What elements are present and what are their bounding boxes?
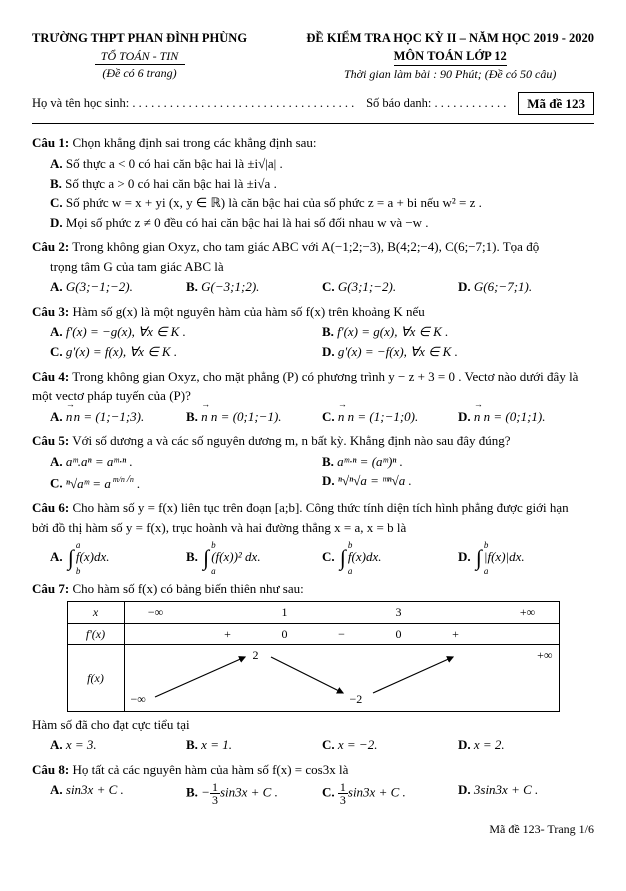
q5-opt-a: A. aᵐ.aⁿ = aᵐ·ⁿ .	[50, 452, 322, 472]
student-name-field: Họ và tên học sinh: . . . . . . . . . . …	[32, 95, 354, 112]
question-8: Câu 8: Họ tất cả các nguyên hàm của hàm …	[32, 761, 594, 779]
divider	[32, 123, 594, 124]
page-header: TRƯỜNG THPT PHAN ĐÌNH PHÙNG TỔ TOÁN - TI…	[32, 30, 594, 82]
question-3: Câu 3: Hàm số g(x) là một nguyên hàm của…	[32, 303, 594, 321]
variation-arrows	[125, 645, 475, 707]
q5-opt-b: B. aᵐ·ⁿ = (aᵐ)ⁿ .	[322, 452, 594, 472]
q6-opt-c: C. ∫baf(x)dx.	[322, 542, 458, 574]
q7-opt-c: C. x = −2.	[322, 735, 458, 755]
q8-opt-d: D. 3sin3x + C .	[458, 780, 594, 807]
q7-opt-a: A. x = 3.	[50, 735, 186, 755]
q6-opt-d: D. ∫ba|f(x)|dx.	[458, 542, 594, 574]
q8-opt-b: B. −13sin3x + C .	[186, 780, 322, 807]
q7-opt-b: B. x = 1.	[186, 735, 322, 755]
q2-opt-d: D. G(6;−7;1).	[458, 277, 594, 297]
q6-opt-a: A. ∫abf(x)dx.	[50, 542, 186, 574]
q1-options: A. Số thực a < 0 có hai căn bậc hai là ±…	[50, 154, 594, 232]
q1-opt-a: A. Số thực a < 0 có hai căn bậc hai là ±…	[50, 154, 594, 174]
q4-stem1: Trong không gian Oxyz, cho mặt phẳng (P)…	[72, 369, 578, 384]
q3-opt-d: D. g'(x) = −f(x), ∀x ∈ K .	[322, 342, 594, 362]
q5-options: A. aᵐ.aⁿ = aᵐ·ⁿ . B. aᵐ·ⁿ = (aᵐ)ⁿ . C. ⁿ…	[50, 452, 594, 493]
q6-options: A. ∫abf(x)dx. B. ∫ba(f(x))² dx. C. ∫baf(…	[50, 542, 594, 574]
q4-options: A. n n = (1;−1;3). B. n n = (0;1;−1). C.…	[50, 407, 594, 427]
q3-opt-c: C. g'(x) = f(x), ∀x ∈ K .	[50, 342, 322, 362]
student-id-field: Số báo danh: . . . . . . . . . . . .	[366, 95, 506, 112]
subject-title: MÔN TOÁN LỚP 12	[394, 48, 507, 66]
duration-note: Thời gian làm bài : 90 Phút; (Đề có 50 c…	[306, 66, 594, 82]
exam-code-box: Mã đề 123	[518, 92, 594, 116]
q4-opt-d: D. n n = (0;1;1).	[458, 407, 594, 427]
q3-opt-b: B. f'(x) = g(x), ∀x ∈ K .	[322, 322, 594, 342]
question-2: Câu 2: Trong không gian Oxyz, cho tam gi…	[32, 238, 594, 256]
q7-stem: Cho hàm số f(x) có bảng biến thiên như s…	[72, 581, 303, 596]
q2-stem1: Trong không gian Oxyz, cho tam giác ABC …	[72, 239, 539, 254]
q3-stem: Hàm số g(x) là một nguyên hàm của hàm số…	[72, 304, 424, 319]
variation-table: x −∞ 1 3 +∞ f'(x) + 0 − 0 + f(x) −∞ 2 −2…	[67, 601, 560, 711]
question-7: Câu 7: Cho hàm số f(x) có bảng biến thiê…	[32, 580, 594, 598]
q6-opt-b: B. ∫ba(f(x))² dx.	[186, 542, 322, 574]
q7-options: A. x = 3. B. x = 1. C. x = −2. D. x = 2.	[50, 735, 594, 755]
q2-opt-b: B. G(−3;1;2).	[186, 277, 322, 297]
q8-options: A. sin3x + C . B. −13sin3x + C . C. 13si…	[50, 780, 594, 807]
school-name: TRƯỜNG THPT PHAN ĐÌNH PHÙNG	[32, 30, 247, 47]
q2-opt-c: C. G(3;1;−2).	[322, 277, 458, 297]
page-footer: Mã đề 123- Trang 1/6	[32, 821, 594, 837]
q8-opt-c: C. 13sin3x + C .	[322, 780, 458, 807]
q3-opt-a: A. f'(x) = −g(x), ∀x ∈ K .	[50, 322, 322, 342]
q6-stem1: Cho hàm số y = f(x) liên tục trên đoạn […	[72, 500, 568, 515]
q8-stem: Họ tất cả các nguyên hàm của hàm số f(x)…	[72, 762, 348, 777]
q4-opt-a: A. n n = (1;−1;3).	[50, 407, 186, 427]
dept-name: TỔ TOÁN - TIN	[95, 48, 185, 65]
q2-options: A. G(3;−1;−2). B. G(−3;1;2). C. G(3;1;−2…	[50, 277, 594, 297]
exam-title: ĐỀ KIỂM TRA HỌC KỲ II – NĂM HỌC 2019 - 2…	[306, 30, 594, 47]
q6-stem2: bởi đồ thị hàm số y = f(x), trục hoành v…	[32, 519, 594, 537]
question-4: Câu 4: Trong không gian Oxyz, cho mặt ph…	[32, 368, 594, 386]
header-right: ĐỀ KIỂM TRA HỌC KỲ II – NĂM HỌC 2019 - 2…	[306, 30, 594, 82]
q3-options: A. f'(x) = −g(x), ∀x ∈ K . B. f'(x) = g(…	[50, 322, 594, 361]
student-info-row: Họ và tên học sinh: . . . . . . . . . . …	[32, 92, 594, 116]
q4-opt-c: C. n n = (1;−1;0).	[322, 407, 458, 427]
header-left: TRƯỜNG THPT PHAN ĐÌNH PHÙNG TỔ TOÁN - TI…	[32, 30, 247, 82]
q5-stem: Với số dương a và các số nguyên dương m,…	[72, 433, 510, 448]
q1-opt-b: B. Số thực a > 0 có hai căn bậc hai là ±…	[50, 174, 594, 194]
q1-opt-c: C. Số phức w = x + yi (x, y ∈ ℝ) là căn …	[50, 193, 594, 213]
question-1: Câu 1: Chọn khẳng định sai trong các khẳ…	[32, 134, 594, 152]
q2-opt-a: A. G(3;−1;−2).	[50, 277, 186, 297]
q2-stem2: trọng tâm G của tam giác ABC là	[50, 258, 594, 276]
q7-sub: Hàm số đã cho đạt cực tiểu tại	[32, 716, 594, 734]
page-count-note: (Đề có 6 trang)	[32, 65, 247, 81]
q7-opt-d: D. x = 2.	[458, 735, 594, 755]
question-6: Câu 6: Cho hàm số y = f(x) liên tục trên…	[32, 499, 594, 517]
q4-opt-b: B. n n = (0;1;−1).	[186, 407, 322, 427]
q8-opt-a: A. sin3x + C .	[50, 780, 186, 807]
q1-opt-d: D. Mọi số phức z ≠ 0 đều có hai căn bậc …	[50, 213, 594, 233]
q5-opt-c: C. ⁿ√aᵐ = am/n/n .	[50, 471, 322, 493]
q5-opt-d: D. ⁿ√ⁿ√a = ᵐⁿ√a .	[322, 471, 594, 493]
question-5: Câu 5: Với số dương a và các số nguyên d…	[32, 432, 594, 450]
q1-stem: Chọn khẳng định sai trong các khẳng định…	[72, 135, 316, 150]
q4-stem2: một vectơ pháp tuyến của (P)?	[32, 387, 594, 405]
